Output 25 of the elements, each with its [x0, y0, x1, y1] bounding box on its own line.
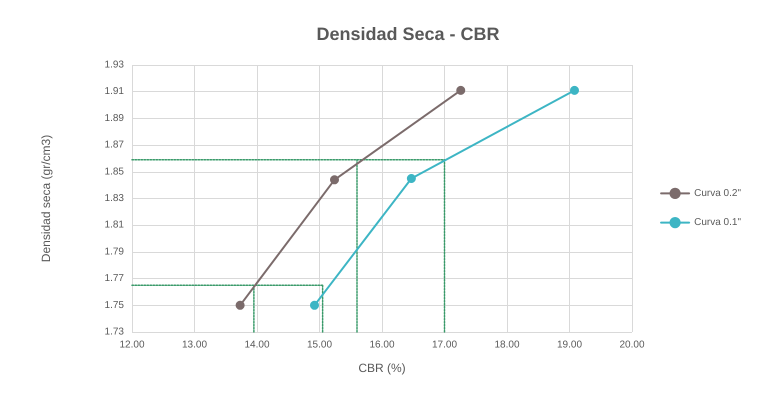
y-tick-label: 1.79	[104, 246, 124, 258]
x-tick-label: 19.00	[556, 340, 582, 350]
x-axis-title: CBR (%)	[358, 361, 406, 375]
legend-label: Curva 0.2"	[694, 188, 742, 199]
y-tick-label: 1.93	[104, 60, 124, 70]
y-tick-label: 1.81	[104, 220, 124, 231]
y-tick-label: 1.89	[104, 112, 124, 124]
x-tick-label: 14.00	[244, 340, 270, 350]
y-tick-label: 1.77	[104, 273, 124, 284]
x-tick-label: 16.00	[369, 340, 395, 350]
x-tick-label: 13.00	[182, 340, 208, 350]
legend-label: Curva 0.1"	[694, 217, 742, 228]
y-tick-label: 1.83	[104, 193, 124, 204]
y-tick-label: 1.87	[104, 140, 124, 151]
y-tick-label: 1.91	[104, 86, 124, 98]
x-tick-label: 18.00	[494, 340, 520, 350]
x-tick-label: 12.00	[119, 340, 145, 350]
y-axis-title: Densidad seca (gr/cm3)	[39, 134, 53, 262]
x-tick-label: 20.00	[619, 340, 645, 350]
chart-title: Densidad Seca - CBR	[316, 24, 500, 44]
x-tick-label: 15.00	[306, 340, 332, 350]
y-tick-label: 1.75	[104, 300, 124, 311]
y-tick-label: 1.73	[104, 326, 124, 338]
y-tick-label: 1.85	[104, 166, 124, 178]
x-tick-label: 17.00	[432, 340, 458, 350]
